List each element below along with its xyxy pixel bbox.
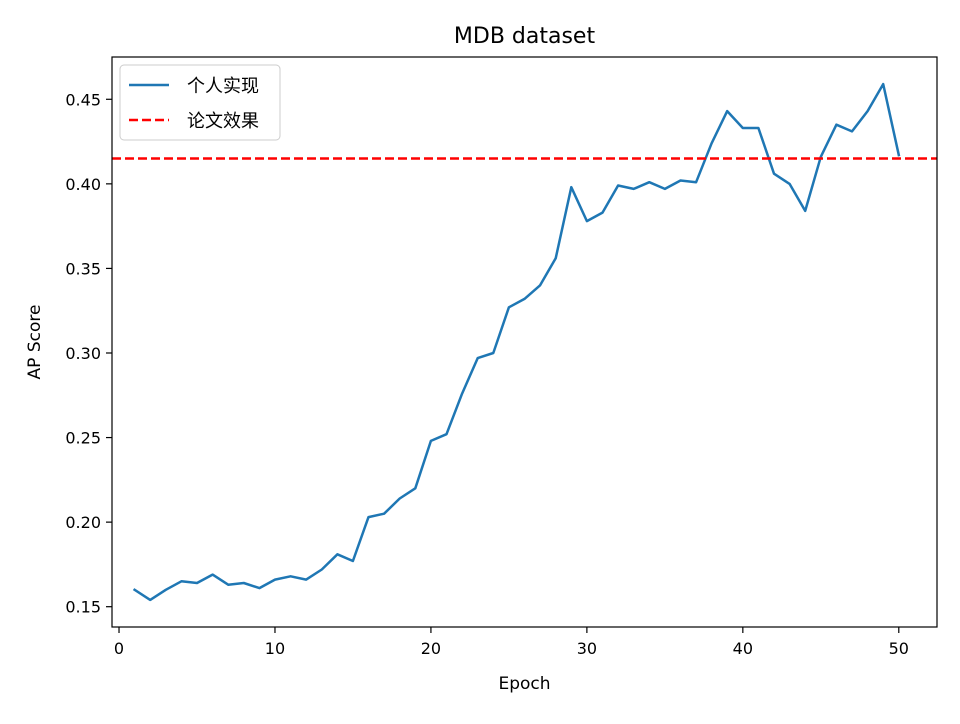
x-tick-label: 50 (889, 639, 909, 658)
axes-frame (111, 56, 938, 628)
y-tick-label: 0.45 (65, 90, 101, 109)
y-axis-label: AP Score (25, 305, 45, 380)
legend-label: 论文效果 (187, 111, 259, 132)
y-tick-label: 0.30 (65, 344, 101, 363)
y-tick-label: 0.25 (65, 429, 101, 448)
y-tick-label: 0.15 (65, 598, 101, 617)
x-tick-label: 0 (114, 639, 124, 658)
x-tick-label: 30 (577, 639, 597, 658)
x-tick-label: 40 (733, 639, 753, 658)
y-tick-label: 0.40 (65, 175, 101, 194)
x-tick-label: 10 (265, 639, 285, 658)
series-line-0 (132, 82, 901, 602)
x-axis-label: Epoch (498, 674, 550, 694)
x-tick-label: 20 (421, 639, 441, 658)
legend-label: 个人实现 (187, 76, 259, 97)
plot-layer (112, 82, 937, 602)
axes-layer: 0 10 20 30 40 50 0.15 0.20 0.25 0.30 0.35 0.40 0.45 (65, 56, 938, 658)
y-tick-label: 0.35 (65, 259, 101, 278)
y-tick-label: 0.20 (65, 513, 101, 532)
chart-title: MDB dataset (454, 24, 596, 49)
